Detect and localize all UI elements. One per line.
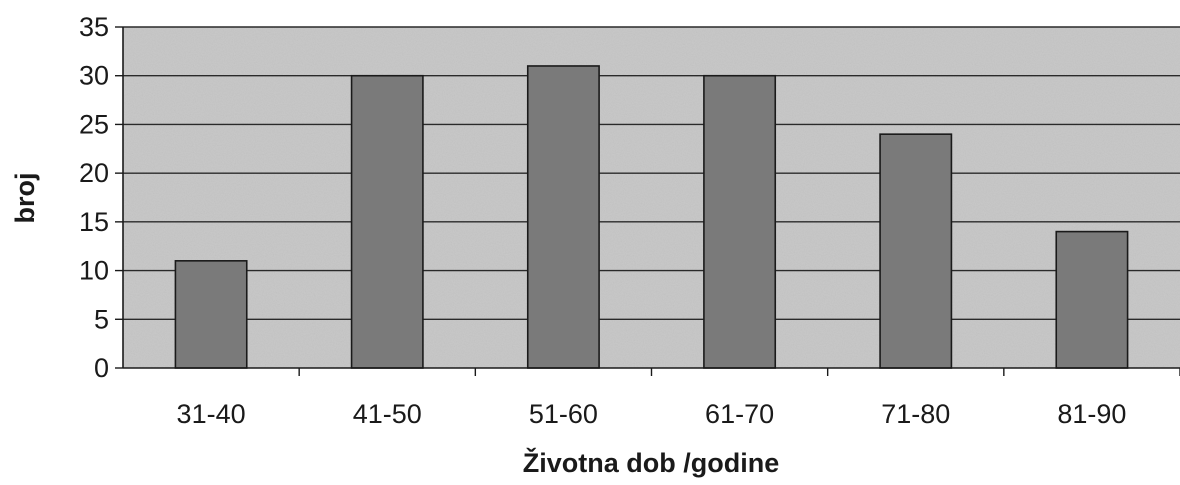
x-axis-title: Životna dob /godine [523,447,779,478]
x-tick-label: 51-60 [529,399,598,429]
y-tick-label: 25 [79,109,109,139]
y-tick-label: 20 [79,158,109,188]
bar-31-40 [174,260,248,369]
y-tick-label: 15 [79,207,109,237]
bar-71-80 [879,133,953,369]
bar-81-90 [1055,230,1129,369]
plot-area [123,27,1180,368]
y-axis-title: broj [10,173,40,224]
y-tick-label: 0 [94,353,109,383]
y-tick-label: 10 [79,256,109,286]
x-tick-label: 61-70 [705,399,774,429]
bar-51-60 [526,65,600,369]
y-tick-label: 5 [94,304,109,334]
x-tick-label: 31-40 [177,399,246,429]
x-tick-label: 71-80 [881,399,950,429]
bar-61-70 [703,74,777,369]
y-tick-label: 35 [79,12,109,42]
x-tick-label: 81-90 [1057,399,1126,429]
bar-41-50 [350,74,424,369]
y-tick-label: 30 [79,61,109,91]
x-tick-label: 41-50 [353,399,422,429]
